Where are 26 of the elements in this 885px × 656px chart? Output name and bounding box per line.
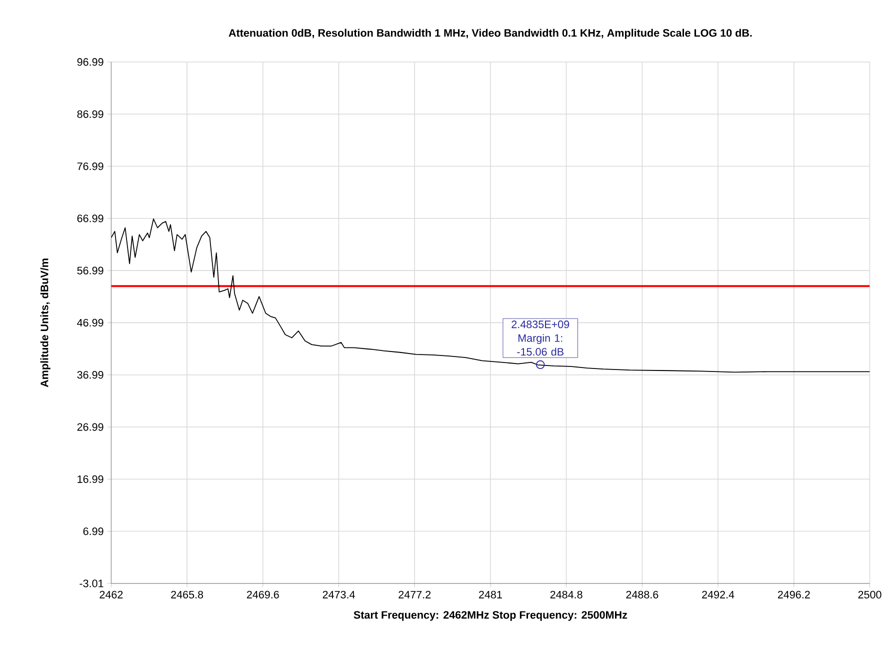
chart-title: Attenuation 0dB, Resolution Bandwidth 1 MHz, Video Bandwidth 0.1 KHz, Amplitude Scale LOG 10 dB. [228, 28, 752, 39]
y-tick-label: 6.99 [83, 527, 104, 535]
x-tick-label: 2481 [479, 590, 502, 598]
y-tick-label: 66.99 [77, 214, 104, 222]
x-tick-label: 2500 [858, 590, 882, 598]
x-tick-label: 2492.4 [702, 590, 734, 598]
x-tick-label: 2484.8 [550, 590, 582, 598]
y-tick-label: 46.99 [77, 318, 104, 326]
x-axis-title: Start Frequency: 2462MHz Stop Frequency: 2500MHz [354, 610, 628, 621]
x-tick-label: 2488.6 [626, 590, 658, 598]
y-tick-label: -3.01 [80, 580, 104, 588]
y-tick-label: 56.99 [77, 266, 104, 274]
y-tick-label: 26.99 [77, 423, 104, 431]
y-tick-label: 76.99 [77, 162, 104, 170]
x-tick-label: 2462 [100, 590, 123, 598]
x-tick-label: 2473.4 [322, 590, 355, 598]
y-tick-label: 16.99 [78, 475, 104, 483]
y-tick-label: 86.99 [77, 110, 104, 118]
annotation: 2.4835E+09 Margin 1: -15.06 dB [512, 320, 570, 356]
x-tick-label: 2496.2 [778, 590, 810, 598]
y-axis-title: Amplitude Units, dBuV/m [40, 258, 50, 388]
y-tick-label: 96.99 [77, 58, 104, 66]
y-tick-label: 36.99 [77, 370, 104, 379]
x-tick-label: 2469.6 [246, 590, 279, 598]
x-tick-label: 2477.2 [398, 590, 431, 598]
x-tick-label: 2465.8 [171, 590, 204, 598]
